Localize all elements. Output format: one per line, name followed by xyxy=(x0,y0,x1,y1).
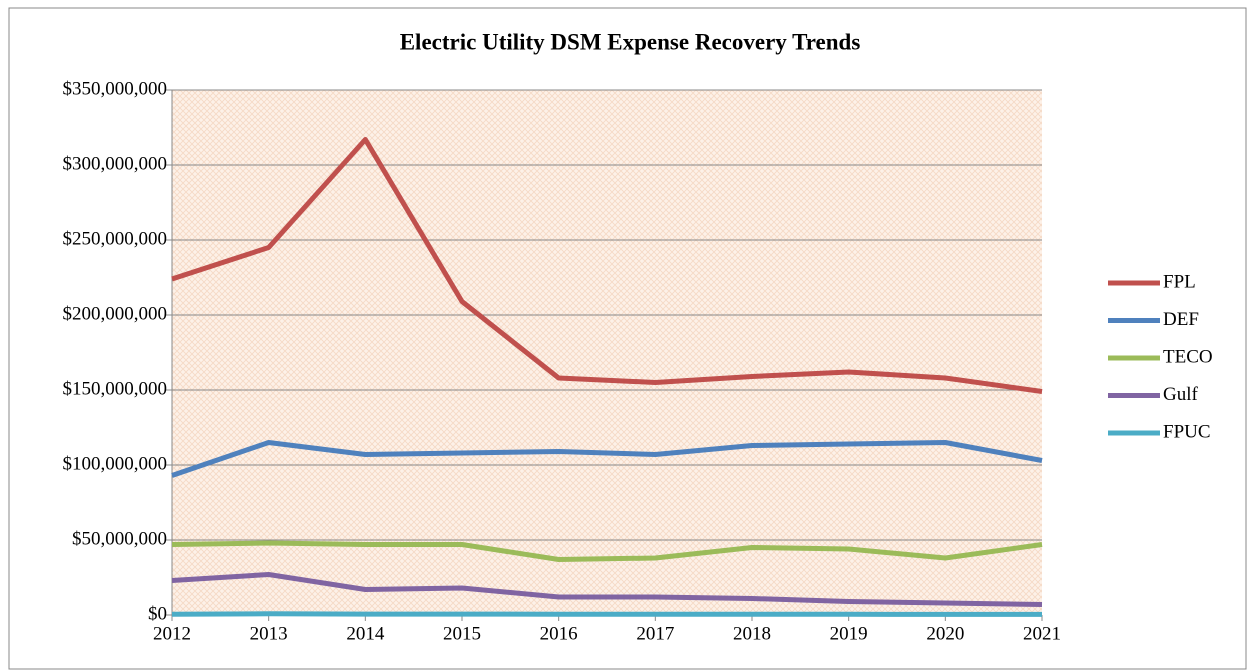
legend-label: DEF xyxy=(1163,309,1199,330)
y-tick-label: $350,000,000 xyxy=(63,78,168,99)
x-tick-label: 2013 xyxy=(250,623,288,644)
y-tick-label: $0 xyxy=(148,603,167,624)
x-tick-label: 2014 xyxy=(346,623,385,644)
x-tick-label: 2020 xyxy=(926,623,964,644)
x-tick-label: 2017 xyxy=(636,623,674,644)
x-tick-label: 2019 xyxy=(830,623,868,644)
series-line xyxy=(171,540,1043,562)
y-tick-label: $250,000,000 xyxy=(63,228,168,249)
x-tick-label: 2012 xyxy=(153,623,191,644)
x-tick-label: 2018 xyxy=(733,623,771,644)
legend-label: Gulf xyxy=(1163,384,1199,405)
y-tick-label: $100,000,000 xyxy=(63,453,168,474)
legend-label: FPUC xyxy=(1163,421,1211,442)
x-tick-label: 2021 xyxy=(1023,623,1061,644)
series-line xyxy=(171,440,1043,478)
y-tick-label: $300,000,000 xyxy=(63,153,168,174)
series-line xyxy=(171,137,1043,394)
legend-label: TECO xyxy=(1163,346,1213,367)
chart-title: Electric Utility DSM Expense Recovery Tr… xyxy=(400,29,861,54)
legend-label: FPL xyxy=(1163,271,1196,292)
x-tick-label: 2015 xyxy=(443,623,481,644)
series-line xyxy=(171,611,1042,617)
plot-area xyxy=(172,90,1042,615)
series-line xyxy=(171,572,1043,607)
y-tick-label: $50,000,000 xyxy=(72,528,167,549)
y-tick-label: $150,000,000 xyxy=(63,378,168,399)
x-tick-label: 2016 xyxy=(540,623,578,644)
y-tick-label: $200,000,000 xyxy=(63,303,168,324)
